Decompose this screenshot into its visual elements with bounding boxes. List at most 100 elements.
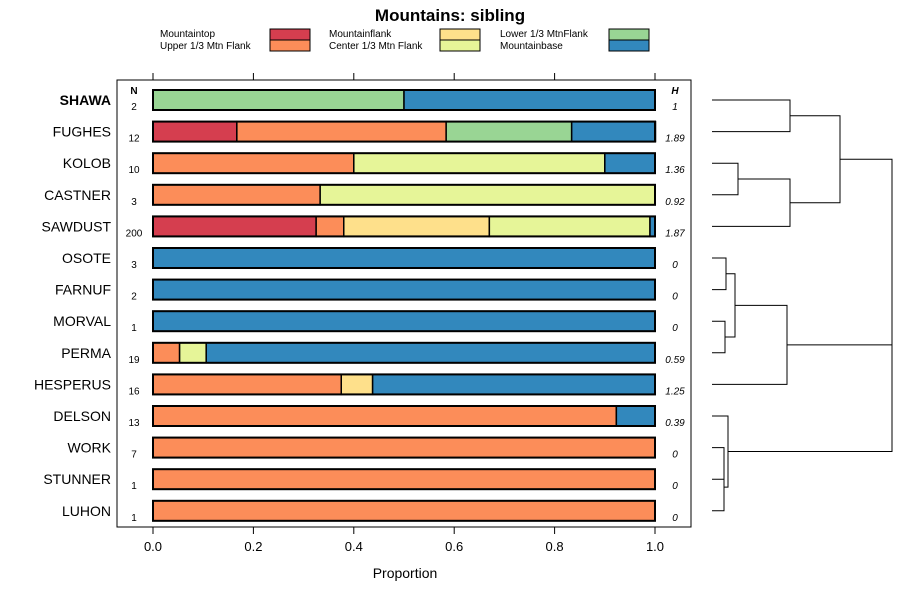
bar-segment: [152, 120, 238, 143]
row-n: 3: [131, 260, 137, 271]
bar-segment: [615, 405, 656, 427]
bar-segment: [315, 215, 345, 238]
bar-outline: [152, 310, 656, 333]
legend-swatch: [439, 28, 481, 41]
dendro-link: [712, 178, 791, 227]
row-n: 7: [131, 450, 137, 461]
row-n: 12: [128, 134, 140, 145]
bar-outline: [152, 278, 656, 301]
legend-label: Lower 1/3 MtnFlank: [500, 29, 589, 40]
row-h: 0: [672, 513, 678, 524]
bar-outline: [152, 89, 656, 111]
row-n: 13: [128, 418, 140, 429]
bar-outline: [152, 405, 656, 427]
bar-segment: [152, 89, 405, 111]
bar-outline: [152, 120, 656, 143]
row-h: 0.92: [665, 197, 685, 208]
bar-segment: [205, 342, 656, 364]
row-label: SHAWA: [60, 92, 111, 108]
bar-segment: [319, 184, 656, 206]
dendro-link: [712, 320, 726, 354]
bar-segment: [570, 120, 657, 143]
x-tick-label: 0.0: [144, 539, 162, 554]
dendro-link: [712, 447, 725, 480]
bar-segment: [371, 373, 656, 396]
row-label: FUGHES: [53, 124, 111, 140]
legend-label: Center 1/3 Mtn Flank: [329, 41, 423, 52]
bar-segment: [152, 310, 656, 332]
dendro-link: [712, 257, 727, 291]
row-h: 1.25: [665, 386, 685, 397]
row-label: PERMA: [61, 345, 111, 361]
legend-swatch: [439, 39, 481, 52]
row-label: DELSON: [53, 408, 111, 424]
bar-outline: [152, 341, 656, 364]
legend-swatch: [269, 28, 311, 41]
chart-title: Mountains: sibling: [375, 6, 525, 25]
row-n: 1: [131, 481, 137, 492]
legend-swatch: [269, 39, 311, 52]
bar-segment: [152, 468, 656, 490]
bar-segment: [488, 215, 651, 238]
dendrogram: [712, 99, 893, 512]
row-n: 1: [131, 323, 137, 334]
dendro-link: [728, 344, 893, 453]
row-n: 1: [131, 513, 137, 524]
bar-segment: [445, 120, 573, 143]
x-axis-label: Proportion: [373, 565, 438, 581]
row-h: 0: [672, 481, 678, 492]
bar-segment: [343, 215, 491, 238]
bar-segment: [152, 247, 656, 269]
bar-segment: [152, 373, 342, 396]
bar-segment: [152, 184, 321, 206]
bar-segment: [353, 152, 606, 174]
bar-outline: [152, 499, 656, 522]
row-h: 0.59: [665, 355, 685, 366]
row-label: OSOTE: [62, 250, 111, 266]
bar-segment: [152, 152, 355, 174]
row-n: 19: [128, 355, 140, 366]
row-h: 0: [672, 292, 678, 303]
dendro-link: [712, 463, 725, 512]
row-n: 200: [126, 228, 143, 239]
row-label: MORVAL: [53, 313, 111, 329]
bar-segment: [152, 342, 181, 364]
dendro-link: [712, 304, 788, 385]
n-header: N: [130, 86, 137, 97]
legend-label: Mountainbase: [500, 41, 563, 52]
dendro-link: [712, 99, 791, 133]
row-label: SAWDUST: [42, 218, 112, 234]
row-h: 0: [672, 323, 678, 334]
axes: 0.0 0.2 0.4 0.6 0.8 1.0: [144, 73, 664, 554]
bar-outline: [152, 152, 656, 175]
row-h: 1.87: [665, 228, 685, 239]
plot-frame: [116, 79, 692, 528]
bar-segment: [152, 405, 618, 427]
bar-outline: [152, 215, 656, 238]
h-header: H: [671, 86, 679, 97]
bar-outline: [152, 468, 656, 491]
bar-outline: [152, 436, 656, 459]
bars: [152, 89, 657, 522]
row-h: 0: [672, 450, 678, 461]
row-h: 1.36: [665, 165, 685, 176]
bar-outline: [152, 183, 656, 206]
row-label: STUNNER: [43, 471, 111, 487]
dendro-link: [840, 158, 893, 399]
row-label: CASTNER: [44, 187, 111, 203]
dendro-link: [712, 415, 729, 488]
x-tick-label: 1.0: [646, 539, 664, 554]
bar-segment: [178, 342, 207, 364]
row-label: HESPERUS: [34, 376, 111, 392]
bar-segment: [152, 500, 656, 522]
x-tick-label: 0.6: [445, 539, 463, 554]
row-n: 2: [131, 102, 137, 113]
bar-segment: [604, 152, 656, 174]
legend-label: Mountainflank: [329, 29, 392, 40]
legend-swatch: [608, 28, 650, 41]
legend-label: Mountaintop: [160, 29, 215, 40]
row-h: 0: [672, 260, 678, 271]
bar-segment: [152, 278, 656, 301]
row-n: 2: [131, 292, 137, 303]
